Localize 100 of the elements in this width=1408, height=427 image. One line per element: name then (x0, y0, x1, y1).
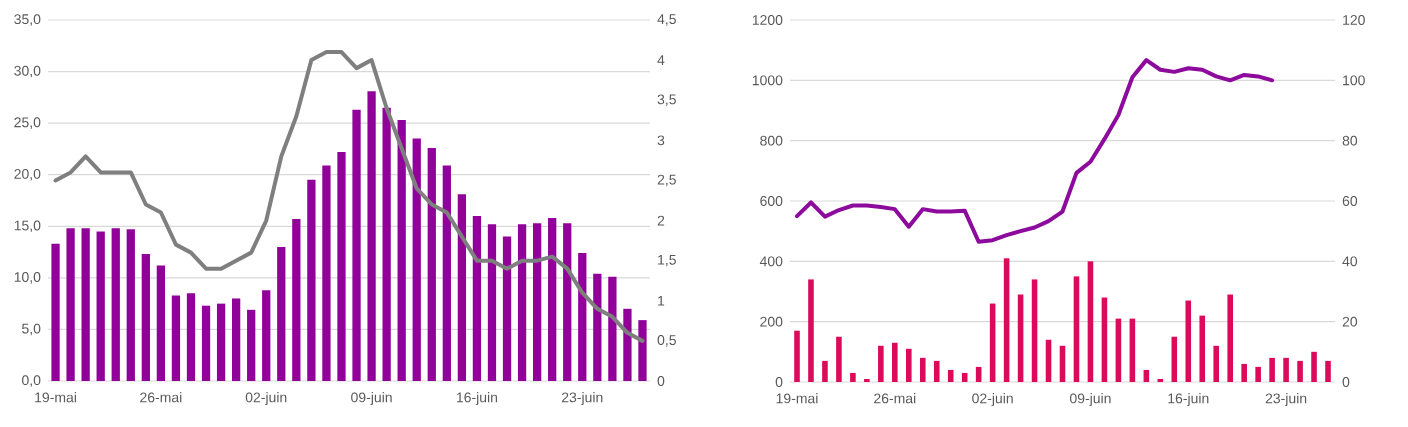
y2-tick-label: 100 (1343, 75, 1365, 86)
y-tick-label: 1200 (752, 15, 783, 25)
bar (322, 165, 331, 381)
bar (186, 293, 196, 381)
bar (412, 138, 421, 381)
y-tick-label: 0,0 (22, 375, 41, 387)
bar (262, 290, 271, 381)
bar (66, 228, 75, 381)
x-tick-label: 23-juin (1265, 393, 1307, 407)
bar (822, 360, 828, 382)
bar (1031, 279, 1038, 382)
y2-tick-label: 1 (658, 295, 665, 306)
bar (1003, 258, 1010, 382)
bar (1213, 345, 1220, 382)
bar (1143, 369, 1150, 382)
bar (457, 194, 467, 381)
bar (1283, 357, 1289, 382)
bar (277, 246, 286, 381)
y2-tick-label: 3 (657, 135, 665, 146)
bar (906, 348, 912, 382)
y-tick-label: 30,0 (14, 65, 41, 78)
bar (382, 107, 391, 381)
y2-tick-label: 2,5 (657, 174, 676, 187)
bar (1199, 315, 1206, 382)
bar (1297, 360, 1303, 382)
bar (808, 279, 814, 382)
bar (487, 224, 497, 381)
bar (850, 372, 856, 382)
x-tick-label: 26-mai (874, 393, 916, 404)
bar (397, 120, 406, 381)
bar (517, 224, 527, 381)
bar (878, 345, 884, 382)
bar (111, 228, 120, 381)
bar (427, 147, 436, 381)
bar (307, 179, 316, 381)
bar (1255, 366, 1261, 382)
x-tick-label: 19-mai (35, 392, 76, 403)
bar (548, 218, 557, 381)
bar (1311, 351, 1317, 382)
bar (502, 236, 512, 381)
bar (247, 309, 256, 381)
bar (232, 298, 241, 381)
x-tick-label: 26-mai (140, 392, 182, 403)
y-tick-label: 1000 (752, 75, 783, 86)
bar (141, 254, 150, 381)
bar (794, 330, 800, 382)
y2-tick-label: 4,5 (657, 14, 676, 26)
bar (578, 253, 587, 381)
bar (1185, 300, 1192, 382)
y-tick-label: 600 (760, 196, 783, 206)
x-tick-label: 16-juin (1168, 393, 1209, 407)
line-series (794, 58, 1275, 244)
y2-tick-label: 20 (1342, 316, 1358, 327)
bar (638, 320, 647, 381)
x-tick-label: 16-juin (456, 392, 498, 406)
y-tick-label: 0 (775, 377, 783, 387)
bar (216, 303, 226, 381)
bar (126, 229, 135, 381)
y2-tick-label: 4 (657, 55, 665, 65)
bar (1087, 261, 1094, 382)
x-tick-label: 02-juin (245, 392, 287, 406)
bar (156, 265, 166, 381)
bar (352, 109, 361, 381)
bar (1269, 357, 1275, 382)
bar (442, 165, 451, 381)
y2-tick-label: 0 (1342, 377, 1350, 387)
x-tick-label: 02-juin (972, 393, 1013, 407)
y-tick-label: 15,0 (14, 220, 41, 233)
bar (51, 243, 60, 381)
bar (1073, 276, 1080, 382)
bar (1241, 363, 1247, 382)
y2-tick-label: 60 (1342, 196, 1358, 206)
x-tick-label: 23-juin (561, 392, 603, 406)
x-tick-label: 09-juin (1069, 393, 1111, 407)
y2-tick-label: 120 (1343, 15, 1365, 25)
bar (472, 215, 482, 381)
bar (1325, 360, 1331, 382)
y2-tick-label: 1,5 (658, 254, 676, 267)
y2-tick-label: 40 (1342, 256, 1358, 267)
bar (933, 360, 940, 382)
y-tick-label: 5,0 (22, 323, 41, 336)
bar (292, 219, 301, 381)
bar (593, 273, 602, 381)
bar (892, 342, 898, 382)
y2-tick-label: 0 (657, 376, 665, 386)
bar (532, 223, 542, 381)
bar (171, 295, 181, 381)
y2-tick-label: 3,5 (657, 94, 676, 106)
bar (96, 231, 105, 381)
y-tick-label: 20,0 (14, 168, 41, 181)
bar (1227, 294, 1233, 382)
bar (81, 228, 90, 381)
y2-tick-label: 0,5 (657, 335, 676, 347)
y-tick-label: 35,0 (14, 14, 41, 26)
bar (947, 369, 954, 382)
y2-tick-label: 2 (657, 215, 665, 226)
bar (836, 336, 842, 382)
bar (563, 223, 572, 381)
bar (608, 276, 617, 381)
y-tick-label: 200 (760, 316, 783, 327)
